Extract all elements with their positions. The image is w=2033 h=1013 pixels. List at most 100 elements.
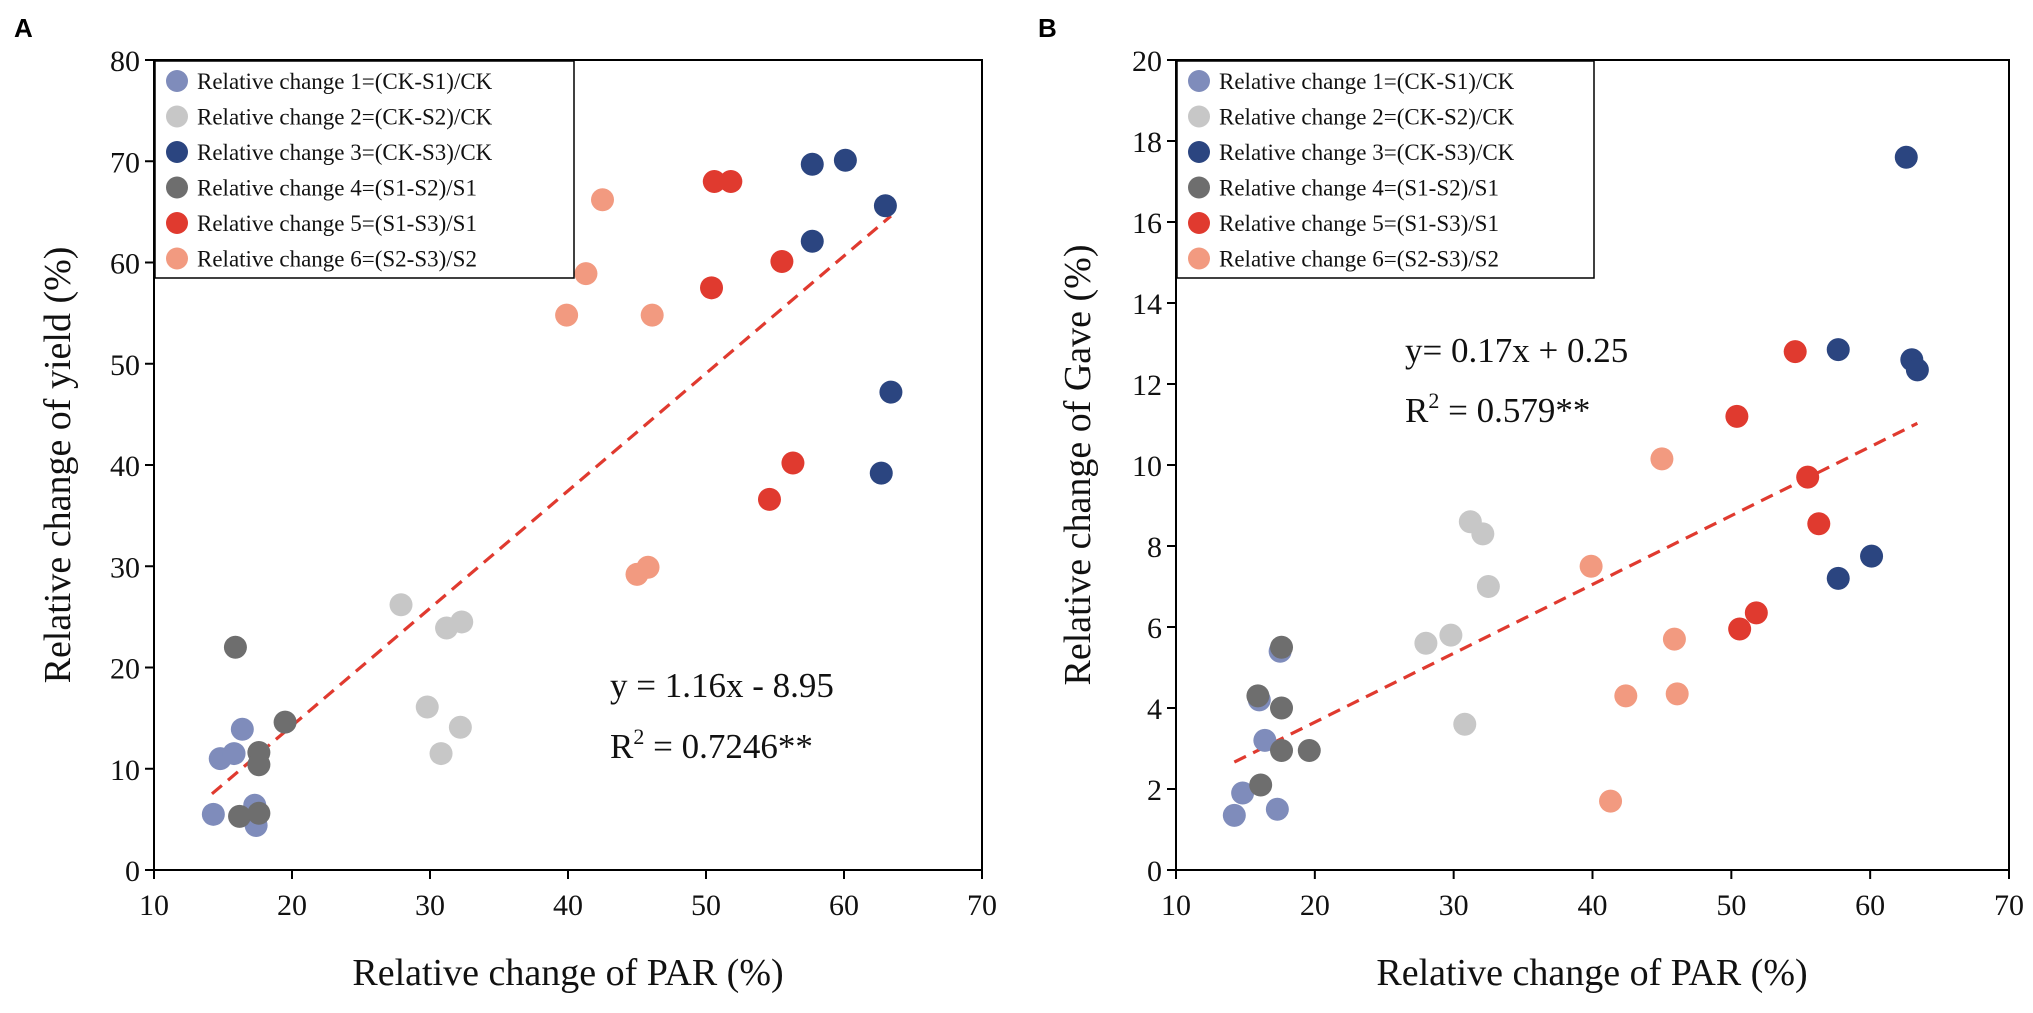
data-point	[222, 742, 246, 766]
y-tick-label: 14	[1132, 288, 1162, 321]
data-point	[555, 303, 579, 327]
panel-letter: A	[14, 13, 33, 43]
data-point	[1725, 404, 1749, 428]
series-4	[223, 635, 297, 828]
legend-label: Relative change 5=(S1-S3)/S1	[197, 211, 477, 236]
data-point	[1579, 554, 1603, 578]
y-tick-label: 2	[1147, 774, 1162, 807]
data-point	[448, 715, 472, 739]
data-point	[1270, 696, 1294, 720]
data-point	[1894, 145, 1918, 169]
series-6	[1579, 447, 1689, 813]
data-point	[1826, 566, 1850, 590]
y-axis-title: Relative change of yield (%)	[37, 247, 79, 684]
x-tick-label: 60	[1855, 889, 1885, 922]
data-point	[833, 148, 857, 172]
data-point	[879, 380, 903, 404]
data-point	[1744, 601, 1768, 625]
x-tick-label: 20	[277, 889, 307, 922]
legend-marker	[1188, 247, 1210, 270]
data-point	[1222, 803, 1246, 827]
data-point	[757, 487, 781, 511]
data-point	[1297, 739, 1321, 763]
data-point	[1476, 575, 1500, 598]
data-point	[1253, 728, 1277, 752]
y-tick-label: 80	[110, 45, 140, 78]
data-point	[1249, 773, 1273, 797]
data-point	[1471, 522, 1495, 546]
chart-panel-b: B 10 20 30 40 50 60 70 0 2 4 6 8 10 12 14 16 18 20 Relative…	[1038, 13, 2024, 994]
y-tick-label: 18	[1132, 126, 1162, 159]
legend-label: Relative change 3=(CK-S3)/CK	[197, 140, 493, 165]
data-point	[429, 742, 453, 766]
y-tick-label: 10	[110, 754, 140, 787]
legend-box	[154, 60, 575, 279]
legend-marker	[166, 176, 188, 199]
data-point	[869, 461, 893, 485]
data-point	[1728, 617, 1752, 641]
data-point	[591, 188, 614, 212]
y-tick-label: 10	[1132, 450, 1162, 483]
regression-line	[210, 214, 892, 796]
x-axis-title: Relative change of PAR (%)	[352, 952, 783, 994]
y-tick-label: 60	[110, 248, 140, 281]
x-tick-label: 50	[691, 889, 721, 922]
data-point	[719, 170, 743, 193]
legend-marker	[1188, 212, 1210, 234]
regression-equation: y= 0.17x + 0.25	[1405, 331, 1628, 370]
y-tick-label: 6	[1147, 612, 1162, 645]
legend-label: Relative change 5=(S1-S3)/S1	[1219, 211, 1499, 236]
data-point	[1439, 623, 1463, 647]
y-tick-label: 16	[1132, 207, 1162, 240]
r-squared: R2 = 0.7246**	[610, 724, 813, 766]
series-5	[1725, 340, 1831, 641]
data-point	[1453, 712, 1477, 736]
x-tick-label: 30	[415, 889, 445, 922]
data-point	[228, 804, 252, 828]
r-squared-value: = 0.579**	[1439, 391, 1590, 430]
x-tick-label: 40	[1578, 889, 1608, 922]
x-tick-label: 70	[967, 889, 997, 922]
legend-marker	[1188, 70, 1210, 92]
data-point	[247, 753, 271, 777]
y-tick-label: 0	[125, 855, 140, 888]
y-tick-label: 20	[1132, 45, 1162, 78]
x-tick-label: 10	[139, 889, 169, 922]
legend-label: Relative change 4=(S1-S2)/S1	[1219, 176, 1499, 201]
data-point	[702, 170, 726, 193]
x-axis-title: Relative change of PAR (%)	[1376, 952, 1807, 994]
data-point	[800, 229, 824, 253]
data-point	[1270, 739, 1294, 763]
legend-label: Relative change 2=(CK-S2)/CK	[1219, 105, 1515, 130]
y-tick-label: 4	[1147, 693, 1162, 726]
legend-marker	[166, 247, 188, 270]
x-tick-label: 30	[1439, 889, 1469, 922]
data-point	[1783, 340, 1807, 364]
data-point	[1246, 684, 1270, 708]
data-point	[247, 801, 271, 825]
series-4	[1246, 635, 1321, 797]
x-tick-label: 40	[553, 889, 583, 922]
x-tick-label: 20	[1300, 889, 1330, 922]
data-point	[415, 695, 439, 719]
data-point	[1414, 631, 1438, 655]
legend-label: Relative change 1=(CK-S1)/CK	[197, 69, 493, 94]
y-tick-label: 12	[1132, 369, 1162, 402]
data-point	[640, 303, 664, 327]
series-2	[1414, 510, 1500, 736]
y-tick-label: 50	[110, 349, 140, 382]
legend-label: Relative change 3=(CK-S3)/CK	[1219, 140, 1515, 165]
legend-marker	[1188, 176, 1210, 199]
legend-marker	[166, 70, 188, 92]
x-tick-label: 60	[829, 889, 859, 922]
legend-label: Relative change 6=(S2-S3)/S2	[197, 247, 477, 272]
data-point	[1662, 627, 1686, 651]
data-point	[1796, 465, 1820, 489]
regression-equation: y = 1.16x - 8.95	[610, 666, 834, 705]
data-point	[389, 593, 413, 617]
y-tick-label: 70	[110, 146, 140, 179]
y-tick-label: 40	[110, 450, 140, 483]
legend-marker	[1188, 105, 1210, 128]
